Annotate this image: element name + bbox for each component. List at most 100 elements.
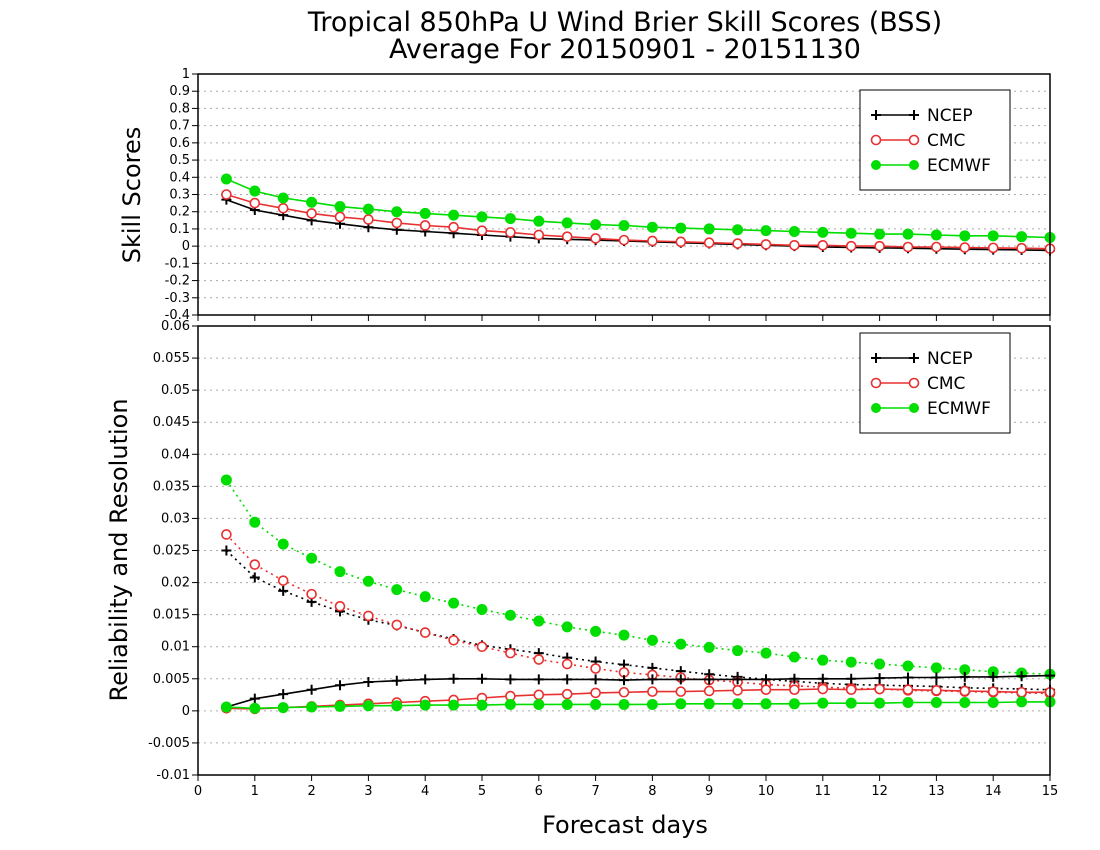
data-point-ecmwf [306, 196, 318, 208]
data-point-cmc [561, 658, 573, 670]
data-point-cmc [732, 238, 743, 249]
data-point-ncep [448, 673, 459, 684]
x-tick-label: 10 [758, 784, 775, 799]
data-point-ecmwf [788, 226, 800, 238]
data-point-ecmwf [817, 697, 829, 709]
data-point-ncep [1016, 671, 1027, 682]
data-point-ecmwf [590, 219, 602, 231]
data-point-ecmwf [618, 698, 630, 710]
top-y-axis-label: Skill Scores [118, 127, 146, 264]
x-tick-label: 13 [928, 784, 945, 799]
y-tick-label: -0.01 [156, 768, 190, 783]
legend-marker [871, 160, 881, 170]
data-point-ecmwf [476, 211, 488, 223]
data-point-ncep [817, 673, 828, 684]
data-point-ecmwf [902, 660, 914, 672]
x-tick-label: 0 [194, 784, 202, 799]
data-point-cmc [448, 221, 459, 233]
data-point-cmc [334, 601, 346, 612]
y-tick-label: 0.8 [169, 101, 190, 116]
data-point-cmc [277, 575, 289, 586]
data-point-ecmwf [874, 658, 886, 670]
data-point-ecmwf [334, 201, 346, 213]
data-point-ecmwf [845, 227, 857, 239]
data-point-ncep [278, 689, 289, 700]
data-point-ncep [874, 673, 885, 684]
data-point-ncep [619, 675, 629, 686]
data-point-ecmwf [419, 591, 431, 603]
data-point-ecmwf [987, 230, 999, 242]
data-point-ecmwf [732, 224, 744, 236]
data-point-cmc [675, 236, 687, 248]
x-tick-label: 5 [478, 784, 486, 799]
data-point-ncep [477, 673, 487, 684]
data-point-ecmwf [817, 226, 829, 238]
data-point-ecmwf [675, 638, 687, 650]
data-point-ecmwf [391, 584, 403, 596]
data-point-cmc [533, 229, 545, 241]
data-point-ecmwf [249, 702, 261, 714]
data-point-ecmwf [817, 654, 829, 666]
y-tick-label: 0.055 [153, 351, 190, 366]
data-point-ecmwf [590, 698, 602, 710]
data-point-ecmwf [504, 609, 516, 621]
data-point-ecmwf [561, 698, 573, 710]
data-point-ecmwf [362, 203, 374, 215]
legend-label-cmc: CMC [927, 374, 965, 394]
x-tick-label: 14 [985, 784, 1002, 799]
data-point-ecmwf [448, 699, 460, 711]
data-point-ncep [732, 674, 743, 685]
reliability-resolution-panel: -0.01 -0.005 0 0.005 0.01 0.015 0.02 0.025 0.03 0… [148, 319, 1058, 799]
data-point-ncep [903, 672, 913, 683]
legend-label-cmc: CMC [927, 131, 965, 151]
data-point-ncep [761, 674, 771, 685]
data-point-cmc [647, 235, 658, 247]
data-point-ncep [335, 680, 345, 691]
y-tick-label: 0.01 [161, 640, 190, 655]
y-tick-label: 0.035 [153, 479, 190, 494]
data-point-cmc [732, 685, 743, 696]
legend-marker [871, 110, 881, 120]
data-point-ecmwf [703, 641, 715, 653]
data-point-cmc [590, 687, 601, 699]
series-line-cmc-resolution [225, 533, 1051, 695]
data-point-ncep [505, 674, 516, 685]
data-point-ncep [846, 673, 857, 684]
y-tick-label: 0.7 [169, 119, 190, 134]
data-point-ecmwf [845, 656, 857, 668]
y-tick-label: 0.9 [169, 84, 190, 99]
data-point-ecmwf [732, 698, 744, 710]
x-tick-label: 7 [591, 784, 599, 799]
data-point-cmc [845, 684, 857, 695]
data-point-ecmwf [703, 698, 715, 710]
x-tick-label: 12 [871, 784, 888, 799]
data-point-cmc [590, 233, 601, 244]
bottom-y-axis-label: Reliability and Resolution [105, 398, 133, 701]
data-point-cmc [476, 225, 488, 236]
data-point-ecmwf [533, 615, 545, 627]
x-tick-label: 3 [364, 784, 372, 799]
data-point-ecmwf [902, 228, 914, 240]
series-line-ecmwf-resolution [225, 479, 1051, 676]
data-point-ecmwf [590, 625, 602, 637]
data-point-cmc [817, 683, 829, 695]
legend-label-ecmwf: ECMWF [927, 399, 991, 419]
skill-scores-panel: -0.4 -0.3 -0.2 -0.1 0 0.1 0.2 0.3 0.4 0.5 0.6 0.7 0.… [165, 67, 1056, 323]
data-point-cmc [505, 647, 516, 659]
data-point-ecmwf [987, 697, 999, 709]
data-point-cmc [760, 239, 772, 250]
data-point-cmc [561, 688, 573, 700]
data-point-ecmwf [249, 516, 261, 528]
y-tick-label: 0.045 [153, 415, 190, 430]
data-point-ncep [391, 675, 402, 686]
data-point-cmc [703, 237, 715, 248]
data-point-cmc [789, 239, 800, 251]
data-point-cmc [533, 654, 545, 665]
data-point-ecmwf [760, 225, 772, 237]
data-point-cmc [931, 241, 942, 253]
data-point-cmc [590, 663, 601, 674]
series-line-ncep-resolution [225, 549, 1051, 691]
data-point-ecmwf [476, 699, 488, 711]
data-point-ecmwf [220, 173, 232, 185]
data-point-ecmwf [675, 698, 687, 710]
